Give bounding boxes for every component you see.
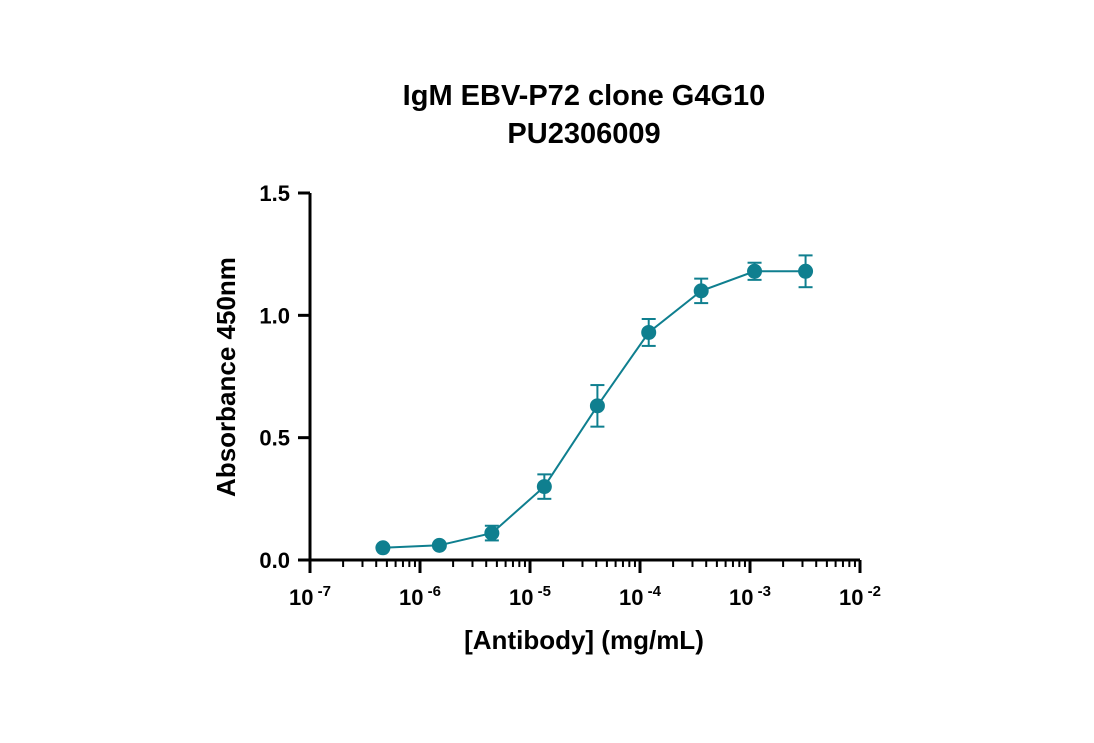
x-tick-label: 10 -4 — [619, 583, 662, 610]
x-axis-label: [Antibody] (mg/mL) — [464, 625, 704, 655]
x-tick-label: 10 -3 — [729, 583, 771, 610]
data-point — [641, 324, 657, 340]
x-tick-label: 10 -7 — [289, 583, 331, 610]
data-point — [536, 479, 552, 495]
data-point — [747, 263, 763, 279]
data-point — [484, 525, 500, 541]
y-tick-label: 0.5 — [259, 426, 290, 451]
data-point — [431, 537, 447, 553]
y-axis-label: Absorbance 450nm — [211, 257, 241, 497]
data-point — [589, 398, 605, 414]
data-marks — [375, 254, 814, 556]
axes: 0.0 0.5 1.0 1.5 10 -7 10 -6 10 -5 10 -4 10 -3 10 … — [259, 181, 881, 610]
data-point — [375, 540, 391, 556]
x-tick-label: 10 -6 — [399, 583, 441, 610]
chart-title: IgM EBV-P72 clone G4G10 — [403, 80, 766, 112]
x-tick-label: 10 -5 — [509, 583, 551, 610]
y-tick-label: 1.5 — [259, 181, 290, 206]
y-tick-label: 0.0 — [259, 548, 290, 573]
data-point — [693, 283, 709, 299]
x-tick-label: 10 -2 — [839, 583, 881, 610]
y-tick-label: 1.0 — [259, 303, 290, 328]
chart-subtitle: PU2306009 — [507, 118, 660, 150]
data-point — [798, 263, 814, 279]
